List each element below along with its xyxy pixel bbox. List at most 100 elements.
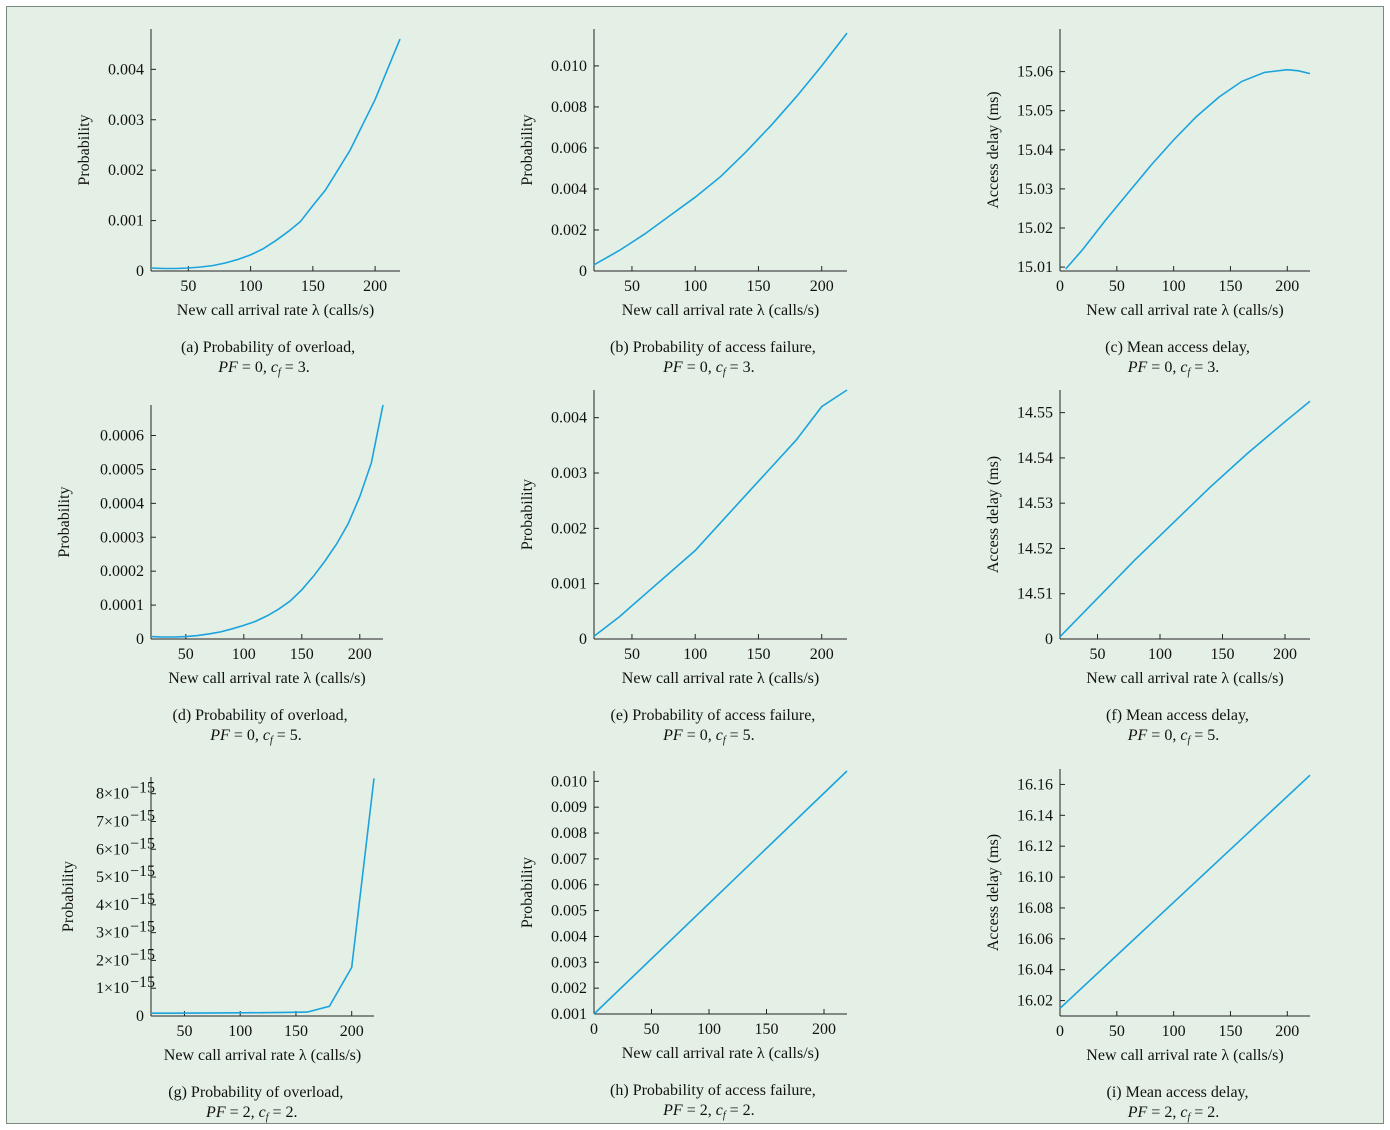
y-tick-exponent: −15 (130, 780, 155, 797)
caption-title: (g) Probability of overload, (168, 1084, 343, 1101)
caption-c: c (271, 359, 278, 376)
x-tick-label: 150 (290, 646, 314, 663)
y-axis-label: Probability (519, 114, 536, 185)
caption-c: c (716, 1102, 723, 1119)
x-tick-label: 200 (1275, 278, 1299, 295)
y-tick-label: 0.004 (551, 410, 587, 427)
caption-pf: PF (662, 359, 683, 376)
y-tick-exponent: −15 (130, 946, 155, 963)
x-tick-label: 50 (178, 646, 194, 663)
caption-pf: PF (1127, 359, 1148, 376)
chart-panel: 50 100 150 200 0 14.51 14.52 14.53 14.54 14.55 Acc… (985, 390, 1311, 746)
data-series-line (593, 389, 848, 637)
x-tick-label: 200 (340, 1023, 364, 1040)
y-tick-label: 14.54 (1017, 450, 1053, 467)
x-tick-label: 150 (755, 1021, 779, 1038)
y-tick-label: 16.02 (1017, 993, 1053, 1010)
data-series-line (1065, 68, 1311, 270)
chart-grid: 50 100 150 200 0 0.001 0.002 0.003 0.004 Probabil… (56, 29, 1311, 1123)
y-tick-label: 15.04 (1017, 142, 1053, 159)
caption-pf-value: = 0, (238, 359, 271, 376)
chart-panel: 50 100 150 200 0 0.001 0.002 0.003 0.004 Probabil… (76, 29, 401, 378)
y-tick-label: 7×10 (96, 813, 129, 830)
y-tick-label: 0.002 (108, 162, 144, 179)
y-tick-label: 14.51 (1017, 586, 1053, 603)
caption-params: PF = 0, cf = 3. (662, 359, 755, 378)
y-tick-label: 16.10 (1017, 869, 1053, 886)
y-tick-exponent: −15 (130, 974, 155, 991)
y-tick-label: 0.007 (551, 851, 587, 868)
caption-c-subscript: f (1187, 1112, 1191, 1123)
chart-panel: 0 50 100 150 200 15.01 15.02 15.03 15.04 15.05 15.… (985, 29, 1311, 378)
y-tick-label: 14.53 (1017, 495, 1053, 512)
y-tick-exponent: −15 (130, 835, 155, 852)
chart-panel: 0 50 100 150 200 0.001 0.002 0.003 0.004 0.005 0.0… (519, 770, 848, 1121)
y-tick-label: 0 (136, 1008, 144, 1025)
chart-panel: 50 100 150 200 0 0.001 0.002 0.003 0.004 Probabil… (519, 389, 848, 746)
caption-title: (e) Probability of access failure, (611, 707, 816, 724)
x-tick-label: 100 (239, 278, 263, 295)
y-tick-label: 1×10 (96, 980, 129, 997)
x-axis-label: New call arrival rate λ (calls/s) (1086, 1047, 1283, 1064)
chart-panel: 50 100 150 200 0 0.002 0.004 0.006 0.008 0.010 Pro… (519, 29, 848, 378)
y-tick-label: 0.008 (551, 825, 587, 842)
y-tick-exponent: −15 (130, 863, 155, 880)
y-tick-label: 0.0005 (100, 461, 144, 478)
y-tick-label: 0.005 (551, 903, 587, 920)
caption-c-value: = 2. (1190, 1104, 1219, 1121)
x-tick-label: 100 (1162, 278, 1186, 295)
caption-pf-value: = 2, (1147, 1104, 1180, 1121)
caption-pf: PF (209, 727, 230, 744)
data-series-line (150, 404, 384, 638)
x-tick-label: 200 (810, 278, 834, 295)
y-tick-label: 4×10 (96, 897, 129, 914)
y-tick-label: 0.008 (551, 99, 587, 116)
y-tick-label: 6×10 (96, 841, 129, 858)
x-axis-label: New call arrival rate λ (calls/s) (1086, 670, 1283, 687)
x-tick-label: 150 (284, 1023, 308, 1040)
caption-pf-value: = 0, (683, 359, 716, 376)
x-tick-label: 200 (810, 646, 834, 663)
caption-c-subscript: f (723, 367, 727, 378)
caption-c-value: = 5. (726, 727, 755, 744)
caption-pf-value: = 2, (683, 1102, 716, 1119)
data-series-line (1059, 774, 1311, 1009)
y-axis-label: Probability (519, 479, 536, 550)
y-tick-label: 0.006 (551, 140, 587, 157)
y-tick-label: 0.003 (108, 112, 144, 129)
y-tick-label: 16.16 (1017, 776, 1053, 793)
caption-params: PF = 0, cf = 5. (209, 727, 301, 746)
y-tick-label: 0.0001 (100, 597, 144, 614)
caption-params: PF = 0, cf = 5. (662, 727, 755, 746)
caption-c-value: = 5. (1190, 727, 1219, 744)
y-tick-label: 0.004 (551, 928, 587, 945)
caption-params: PF = 2, cf = 2. (205, 1104, 298, 1123)
caption-c: c (716, 727, 723, 744)
caption-c-subscript: f (278, 367, 282, 378)
y-tick-label: 14.52 (1017, 540, 1053, 557)
y-tick-label: 0.0003 (100, 529, 144, 546)
y-tick-label: 0 (1045, 631, 1053, 648)
x-tick-label: 100 (232, 646, 256, 663)
y-tick-label: 15.03 (1017, 181, 1053, 198)
caption-title: (f) Mean access delay, (1106, 707, 1249, 724)
y-tick-label: 0.002 (551, 222, 587, 239)
caption-c-value: = 5. (273, 727, 302, 744)
y-tick-label: 0.001 (108, 213, 144, 230)
y-tick-label: 15.05 (1017, 103, 1053, 120)
data-series-line (151, 778, 375, 1015)
caption-title: (d) Probability of overload, (173, 707, 348, 724)
y-tick-exponent: −15 (130, 891, 155, 908)
y-axis-label: Probability (60, 861, 77, 932)
caption-c-subscript: f (723, 735, 727, 746)
x-tick-label: 50 (1109, 278, 1125, 295)
y-tick-label: 0.010 (551, 58, 587, 75)
x-tick-label: 100 (697, 1021, 721, 1038)
y-tick-label: 0 (136, 631, 144, 648)
caption-pf-value: = 0, (1147, 727, 1180, 744)
y-tick-label: 0.004 (108, 61, 144, 78)
caption-c: c (1180, 727, 1187, 744)
x-tick-label: 200 (812, 1021, 836, 1038)
caption-pf: PF (662, 727, 683, 744)
caption-c-value: = 3. (281, 359, 310, 376)
